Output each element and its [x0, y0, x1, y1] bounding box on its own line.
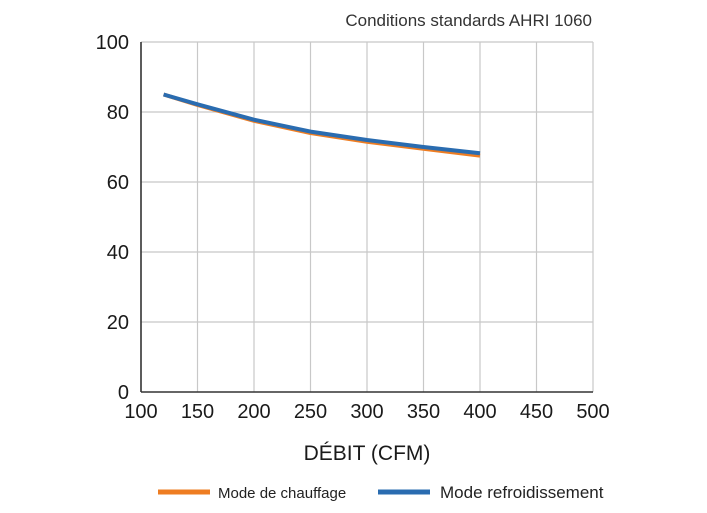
y-tick-label: 0 — [118, 382, 129, 404]
x-tick-label: 450 — [520, 401, 553, 423]
x-tick-labels: 100 150 200 250 300 350 400 450 500 — [124, 401, 609, 423]
series-lines — [163, 92, 481, 158]
x-tick-label: 150 — [181, 401, 214, 423]
legend-label-cooling: Mode refroidissement — [440, 483, 604, 502]
legend: Mode de chauffage Mode refroidissement — [158, 483, 604, 502]
y-tick-label: 100 — [96, 32, 129, 54]
series-line-cooling — [163, 92, 481, 156]
y-tick-label: 60 — [107, 172, 129, 194]
y-tick-labels: 0 20 40 60 80 100 — [96, 32, 129, 404]
y-tick-label: 40 — [107, 242, 129, 264]
x-tick-label: 400 — [463, 401, 496, 423]
y-tick-label: 80 — [107, 102, 129, 124]
axes — [140, 42, 593, 393]
x-tick-label: 300 — [350, 401, 383, 423]
x-tick-label: 500 — [576, 401, 609, 423]
x-tick-label: 100 — [124, 401, 157, 423]
x-tick-label: 200 — [237, 401, 270, 423]
legend-label-heating: Mode de chauffage — [218, 485, 346, 502]
grid — [141, 41, 594, 392]
x-tick-label: 250 — [294, 401, 327, 423]
chart-subtitle: Conditions standards AHRI 1060 — [345, 11, 592, 30]
x-tick-label: 350 — [407, 401, 440, 423]
y-tick-label: 20 — [107, 312, 129, 334]
x-axis-title: DÉBIT (CFM) — [304, 442, 431, 465]
